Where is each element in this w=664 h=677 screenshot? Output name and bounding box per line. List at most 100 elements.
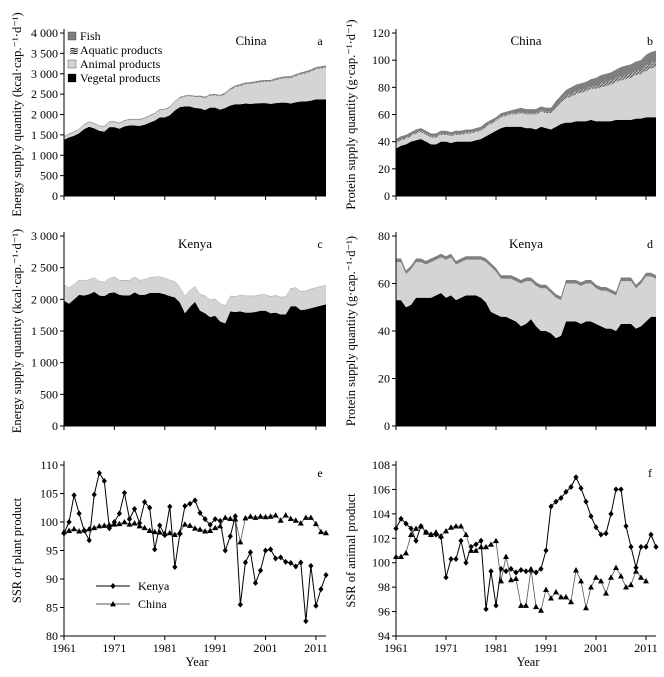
data-point-china: [443, 527, 449, 534]
data-point-china: [91, 524, 98, 531]
data-point-china: [272, 512, 279, 518]
data-point-china: [192, 525, 198, 531]
legend-swatch: [67, 59, 77, 69]
x-tick-label: 2001: [584, 641, 608, 655]
legend-label: Aquatic products: [80, 43, 163, 57]
y-tick-label: 1 000: [31, 148, 58, 162]
data-point-china: [156, 529, 163, 535]
data-point-kenya: [197, 509, 203, 516]
data-point-kenya: [172, 564, 178, 571]
data-point-china: [483, 543, 489, 550]
data-point-kenya: [618, 486, 624, 493]
data-point-kenya: [227, 533, 233, 540]
data-point-kenya: [167, 503, 173, 510]
y-tick-label: 90: [46, 572, 58, 586]
data-point-china: [448, 524, 454, 530]
y-tick-label: 104: [372, 507, 390, 521]
data-point-china: [633, 568, 639, 574]
x-axis-label: Year: [516, 655, 540, 669]
data-point-kenya: [648, 531, 654, 538]
y-axis-label: Energy supply quantity (kcal·cap.⁻¹·d⁻¹): [10, 12, 24, 216]
data-point-kenya: [283, 558, 289, 565]
data-point-kenya: [493, 602, 499, 609]
data-point-kenya: [583, 498, 589, 505]
data-point-kenya: [142, 499, 148, 506]
legend-label: Kenya: [138, 579, 170, 593]
data-point-china: [553, 589, 559, 595]
data-point-china: [583, 604, 589, 611]
data-point-china: [523, 602, 529, 608]
data-point-kenya: [91, 491, 97, 498]
y-tick-label: 95: [46, 544, 58, 558]
y-tick-label: 80: [46, 629, 58, 643]
data-point-china: [317, 528, 324, 535]
data-point-kenya: [242, 559, 248, 566]
legend-diamond-icon: [110, 583, 116, 589]
data-point-china: [323, 529, 329, 536]
x-tick-label: 1961: [52, 641, 76, 655]
data-point-china: [101, 522, 108, 528]
data-point-kenya: [157, 522, 163, 529]
data-point-kenya: [603, 530, 609, 537]
x-tick-label: 2011: [634, 641, 658, 655]
x-tick-label: 2011: [304, 641, 328, 655]
y-tick-label: 96: [378, 605, 390, 619]
y-tick-label: 105: [40, 487, 58, 501]
panel-title: Kenya: [178, 236, 212, 251]
y-tick-label: 1 000: [31, 356, 58, 370]
chart-panel-c: 0 500 1 000 1 500 2 000 2 500 3 000 Energy supp…: [10, 229, 326, 433]
data-point-kenya: [408, 525, 414, 532]
data-point-kenya: [568, 483, 574, 490]
data-point-kenya: [152, 546, 158, 553]
data-point-china: [212, 524, 219, 531]
panel-title: China: [510, 33, 541, 48]
data-point-kenya: [463, 559, 469, 566]
data-point-kenya: [593, 524, 599, 531]
data-point-kenya: [278, 554, 284, 561]
data-point-kenya: [131, 505, 138, 512]
data-point-kenya: [633, 564, 639, 571]
panel-title: Kenya: [509, 236, 543, 251]
legend-label: Fish: [80, 29, 101, 43]
data-point-kenya: [523, 568, 529, 575]
y-tick-label: 98: [378, 580, 390, 594]
y-tick-label: 3 500: [31, 46, 58, 60]
data-point-china: [463, 531, 469, 538]
data-point-china: [578, 578, 584, 584]
y-tick-label: 80: [378, 229, 390, 243]
legend-label: China: [138, 597, 167, 611]
data-point-kenya: [598, 531, 604, 538]
data-point-kenya: [116, 510, 123, 517]
y-tick-label: 0: [384, 419, 390, 433]
data-point-china: [568, 598, 574, 605]
data-point-china: [403, 549, 409, 556]
data-point-china: [458, 523, 464, 529]
data-point-kenya: [483, 606, 489, 613]
data-point-china: [146, 527, 153, 533]
data-point-kenya: [187, 500, 193, 507]
x-tick-label: 1991: [534, 641, 558, 655]
data-point-china: [227, 515, 234, 521]
x-tick-label: 1991: [203, 641, 227, 655]
data-point-china: [257, 513, 264, 519]
y-tick-label: 120: [372, 26, 390, 40]
data-point-kenya: [66, 519, 72, 525]
data-point-kenya: [323, 572, 329, 579]
data-point-kenya: [538, 565, 544, 572]
panel-letter: b: [647, 34, 653, 48]
legend-triangle-icon: [110, 601, 116, 607]
data-point-china: [488, 541, 494, 547]
data-point-kenya: [273, 555, 279, 562]
data-point-china: [573, 567, 579, 573]
data-point-kenya: [638, 543, 644, 550]
data-point-china: [297, 520, 304, 526]
y-tick-label: 0: [52, 419, 58, 433]
data-point-china: [197, 526, 204, 532]
data-point-kenya: [202, 516, 208, 523]
data-point-kenya: [643, 543, 649, 550]
data-point-kenya: [543, 547, 549, 554]
data-point-china: [473, 547, 479, 553]
y-tick-label: 102: [372, 531, 390, 545]
data-point-kenya: [257, 567, 264, 574]
